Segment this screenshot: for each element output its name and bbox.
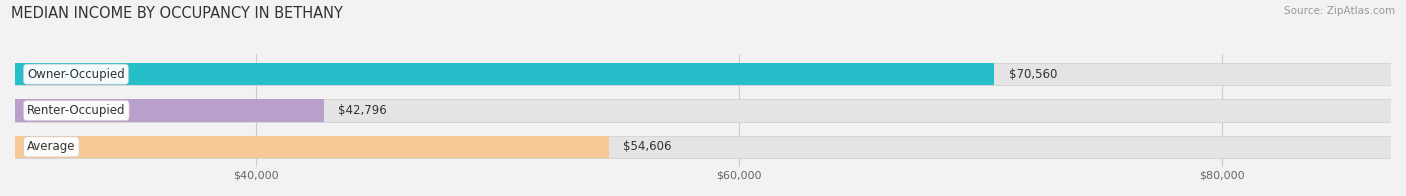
Bar [15, 63, 1391, 85]
Text: Average: Average [27, 140, 76, 153]
Bar [15, 99, 1391, 122]
Text: Source: ZipAtlas.com: Source: ZipAtlas.com [1284, 6, 1395, 16]
Text: $42,796: $42,796 [339, 104, 387, 117]
Bar [15, 136, 1391, 158]
Text: MEDIAN INCOME BY OCCUPANCY IN BETHANY: MEDIAN INCOME BY OCCUPANCY IN BETHANY [11, 6, 343, 21]
Text: $54,606: $54,606 [623, 140, 672, 153]
Bar [15, 99, 323, 122]
Text: $70,560: $70,560 [1008, 68, 1057, 81]
Text: Renter-Occupied: Renter-Occupied [27, 104, 125, 117]
Bar [15, 136, 609, 158]
Text: Owner-Occupied: Owner-Occupied [27, 68, 125, 81]
Bar [15, 63, 994, 85]
